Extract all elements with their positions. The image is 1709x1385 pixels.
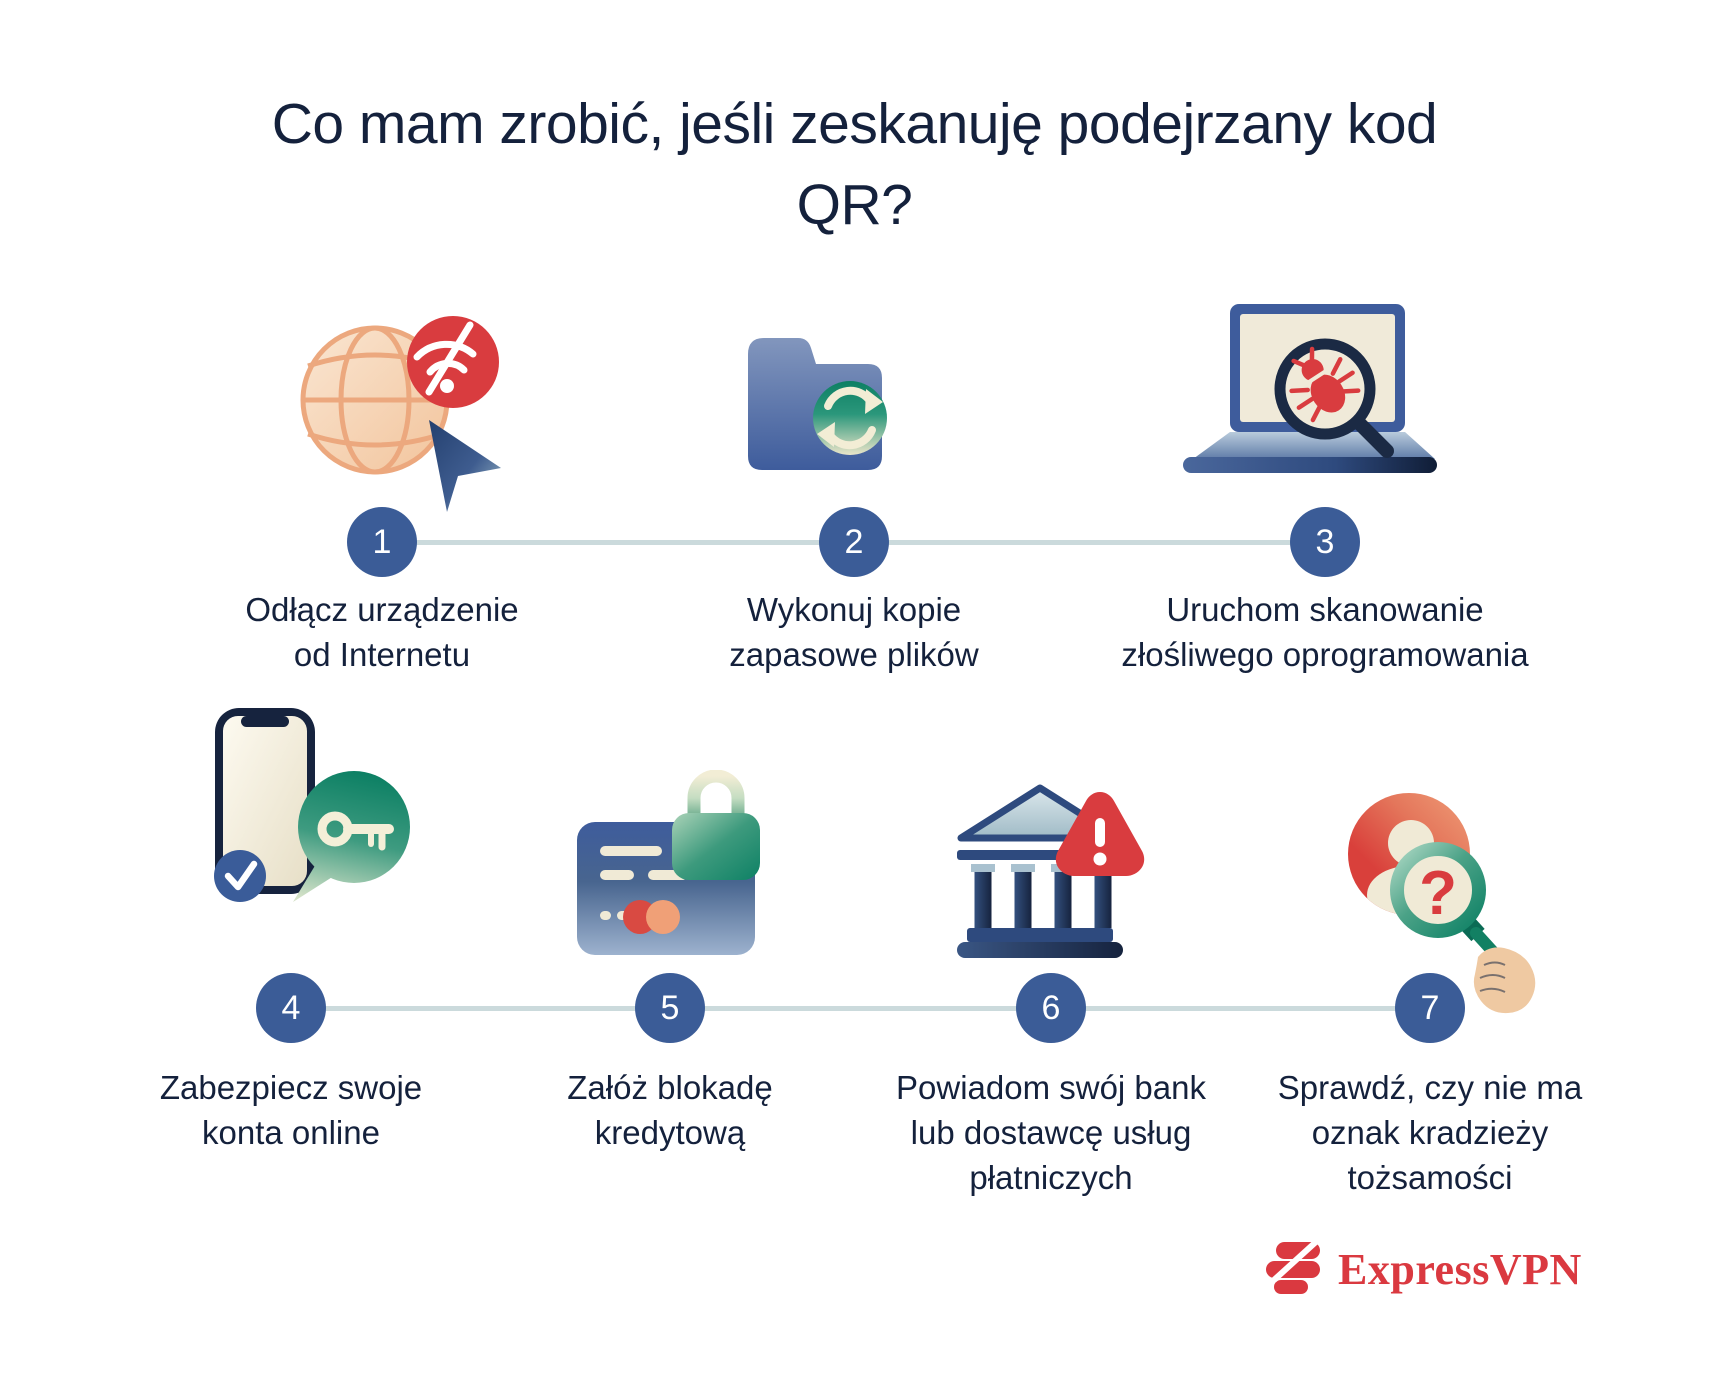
credit-card-lock-icon: [577, 769, 760, 955]
step1-number: 1: [347, 507, 417, 577]
folder-backup-sync-icon: [748, 338, 887, 470]
step3-icon: [1155, 296, 1440, 481]
step1-label: Odłącz urządzenie od Internetu: [245, 591, 519, 673]
step6-icon: [945, 780, 1155, 965]
magnifier-bug-icon: [1274, 338, 1394, 458]
page-title: Co mam zrobić, jeśli zeskanuję podejrzan…: [271, 92, 1438, 237]
step7-number: 7: [1395, 973, 1465, 1043]
svg-text:?: ?: [1419, 859, 1457, 928]
laptop-malware-scan-icon: [1183, 304, 1437, 473]
hand-icon: [1473, 947, 1536, 1014]
smartphone-icon: [215, 708, 315, 894]
magnifier-question-icon: ?: [1390, 842, 1502, 961]
key-bubble-icon: [293, 771, 410, 902]
padlock-icon: [672, 769, 760, 880]
step6-label: Powiadom swój bank lub dostawcę usług pł…: [896, 1069, 1206, 1196]
globe-wifi-off-icon: [300, 316, 501, 512]
step5-icon: [560, 769, 770, 965]
phone-key-check-icon: [214, 708, 410, 902]
step3-label: Uruchom skanowanie złośliwego oprogramow…: [1121, 591, 1529, 673]
step4-icon: [185, 698, 430, 915]
step5-number: 5: [635, 973, 705, 1043]
identity-magnifier-icon: ?: [1348, 793, 1536, 1014]
step4-number: 4: [256, 973, 326, 1043]
step7-icon: ?: [1320, 780, 1550, 1020]
cursor-icon: [429, 420, 501, 512]
brand-name: ExpressVPN: [1338, 1244, 1582, 1294]
step2-number: 2: [819, 507, 889, 577]
step2-icon: [740, 330, 940, 480]
sync-icon: [813, 381, 887, 455]
step3-number: 3: [1290, 507, 1360, 577]
step4-label: Zabezpiecz swoje konta online: [159, 1069, 423, 1151]
step5-label: Załóż blokadę kredytową: [567, 1069, 773, 1151]
step2-label: Wykonuj kopie zapasowe plików: [729, 591, 979, 673]
step6-number: 6: [1016, 973, 1086, 1043]
bank-alert-icon: [957, 784, 1145, 958]
step-connector-row2: [291, 1006, 1430, 1011]
step7-label: Sprawdź, czy nie ma oznak kradzieży tożs…: [1277, 1069, 1583, 1196]
step1-icon: [277, 282, 512, 522]
brand-logo: ExpressVPN: [1262, 1240, 1582, 1298]
expressvpn-logomark-icon: [1266, 1240, 1321, 1294]
wifi-off-badge-icon: [407, 316, 499, 408]
warning-triangle-icon: [1055, 792, 1145, 876]
checkmark-badge-icon: [214, 850, 266, 902]
